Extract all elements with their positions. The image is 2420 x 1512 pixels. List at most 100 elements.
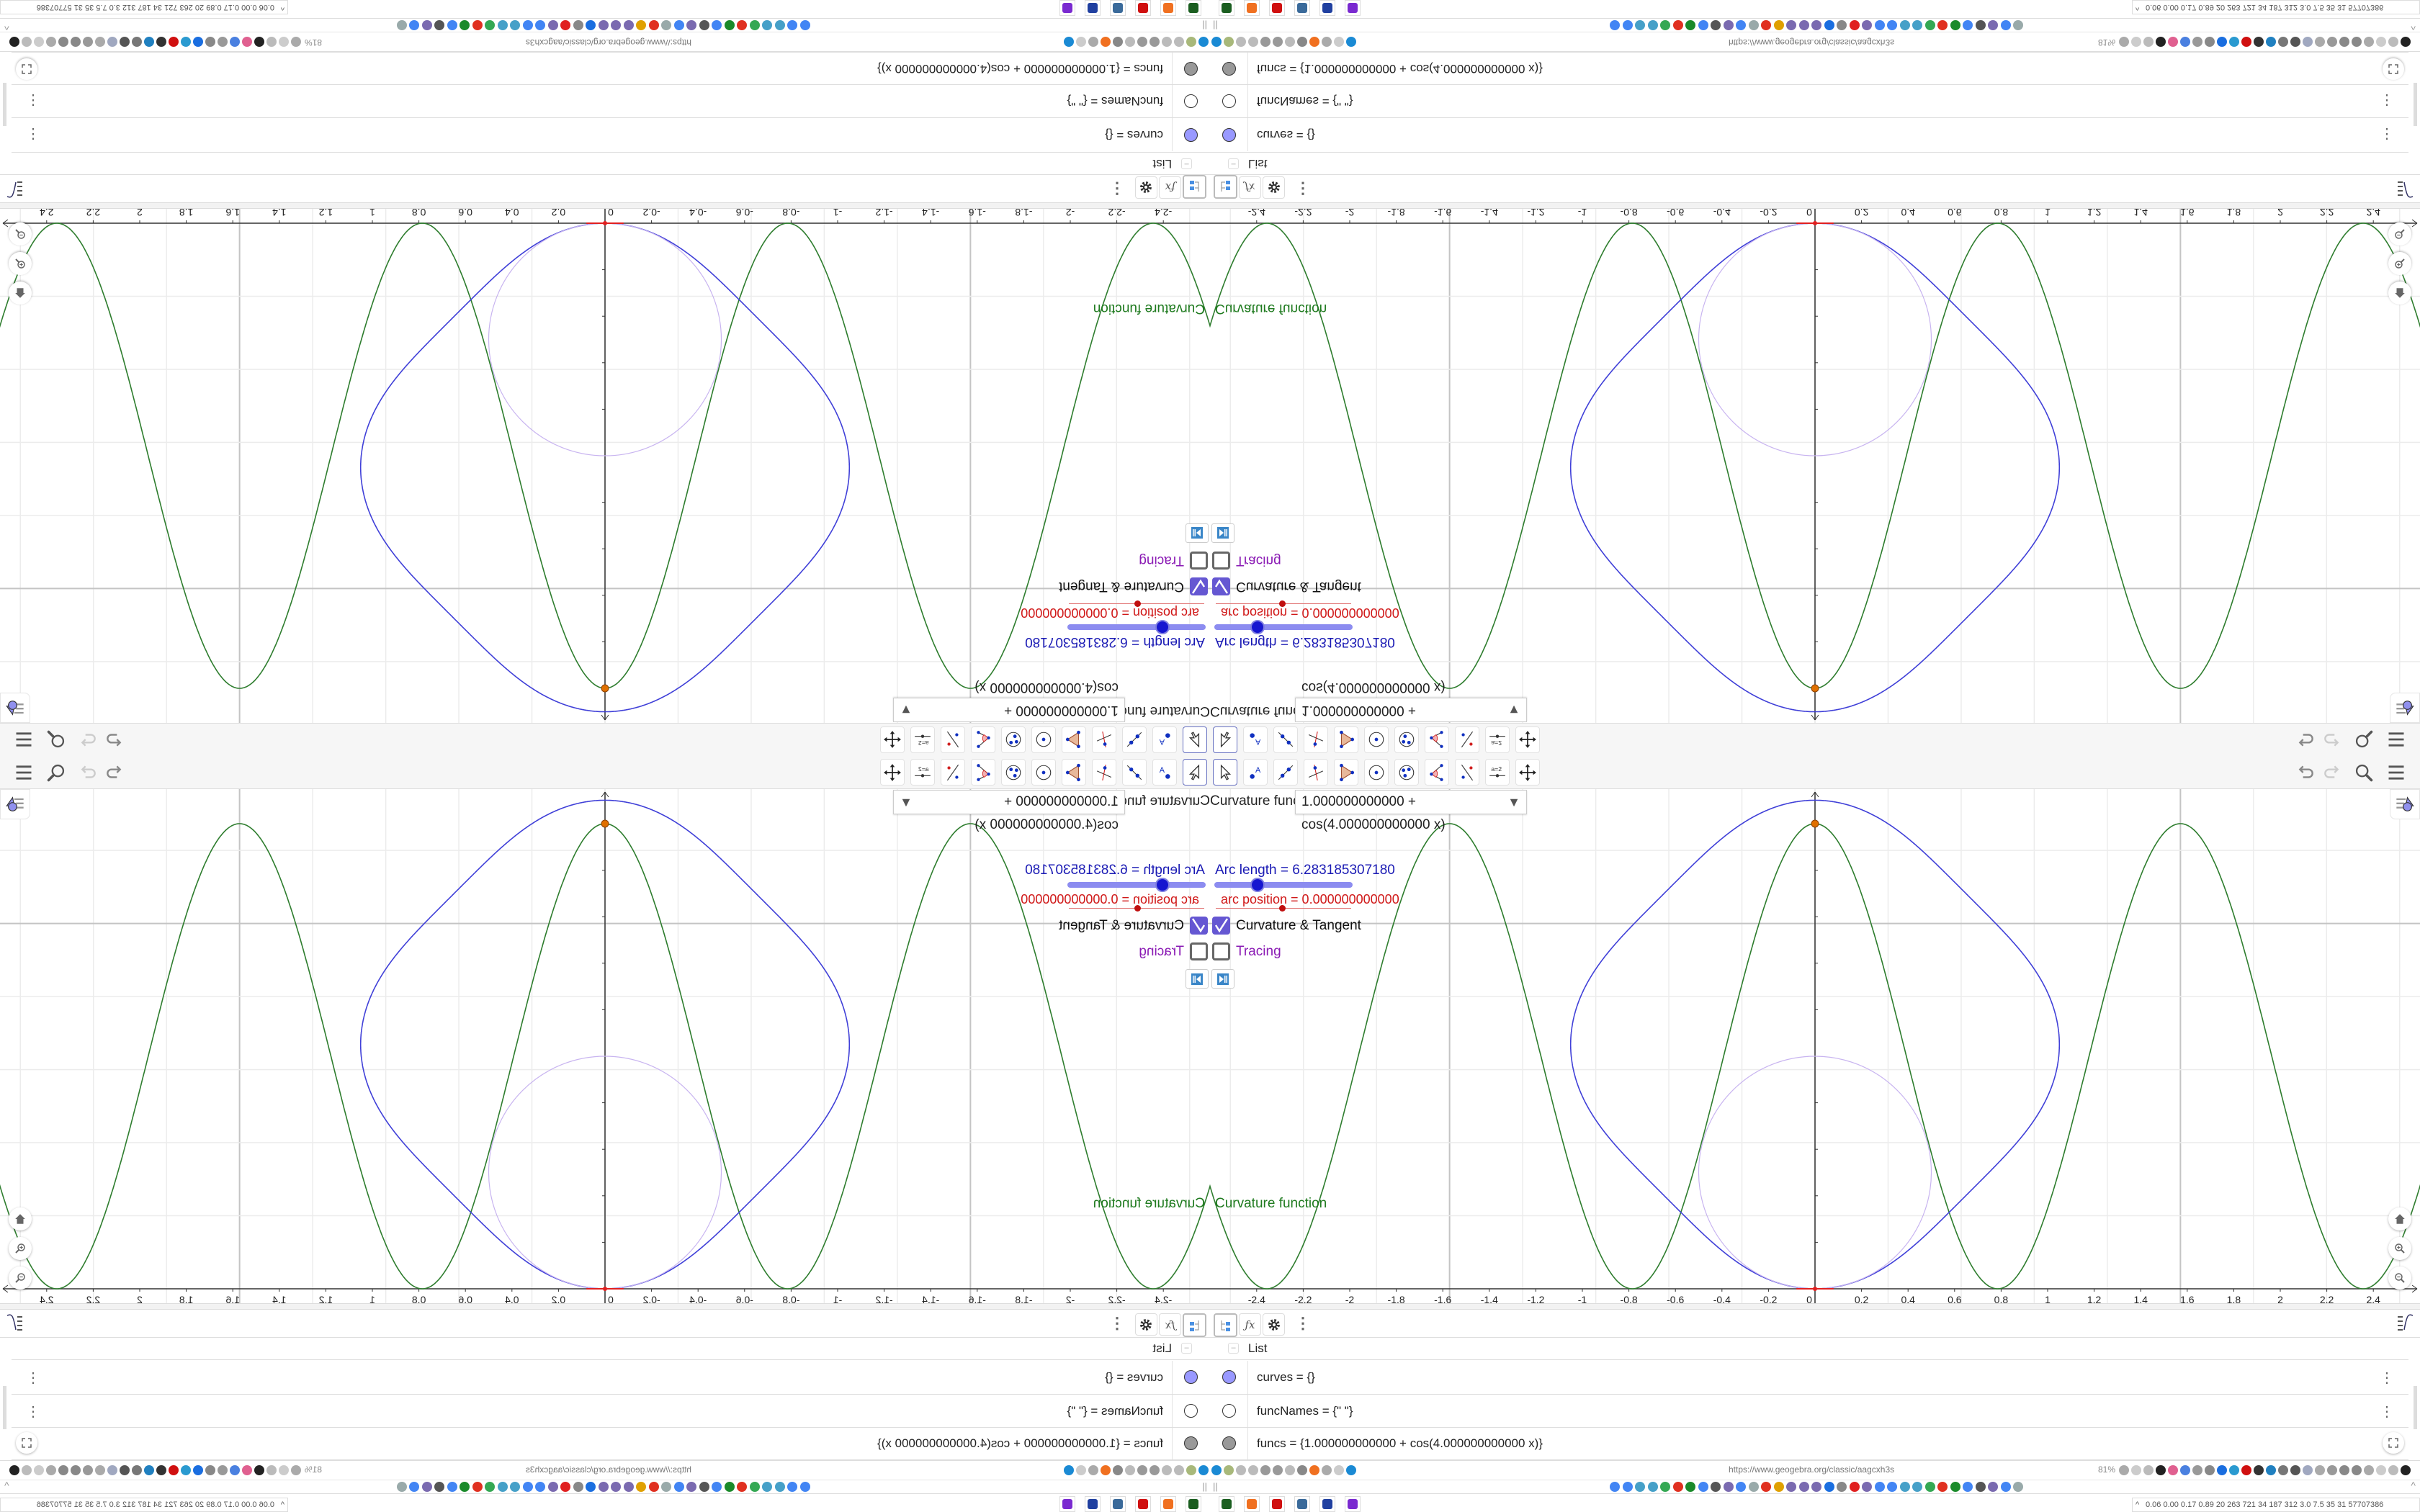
- bookmark-icon[interactable]: [1988, 1482, 1998, 1492]
- more-options-kebab-icon[interactable]: ⋮: [1295, 180, 1311, 198]
- fullscreen-button[interactable]: [2383, 58, 2404, 80]
- fullscreen-button[interactable]: [16, 58, 37, 80]
- browser-toolbar-icon[interactable]: [1198, 1465, 1209, 1475]
- bookmark-icon[interactable]: [1837, 1482, 1847, 1492]
- circle-three-points-tool-button[interactable]: [1001, 726, 1026, 753]
- polygon-tool-button[interactable]: [1334, 759, 1358, 786]
- bookmark-icon[interactable]: [762, 20, 773, 30]
- browser-toolbar-icon[interactable]: [1309, 37, 1319, 47]
- visibility-toggle[interactable]: [1222, 1370, 1236, 1384]
- extension-icon[interactable]: [2254, 1465, 2264, 1475]
- collapse-icon[interactable]: –: [1181, 1343, 1192, 1354]
- line-tool-button[interactable]: [1122, 726, 1147, 753]
- move-tool-button[interactable]: [1213, 726, 1237, 753]
- sort-tree-button[interactable]: [1183, 175, 1206, 199]
- extension-icon[interactable]: [83, 37, 93, 47]
- list-group-header[interactable]: – List: [1210, 152, 2408, 174]
- undo-button[interactable]: [2294, 727, 2318, 752]
- extension-icon[interactable]: [2315, 1465, 2325, 1475]
- dropdown-triangle-icon[interactable]: ▼: [900, 703, 913, 717]
- bookmark-icon[interactable]: [599, 20, 609, 30]
- visibility-toggle[interactable]: [1222, 1404, 1236, 1418]
- bookmark-icon[interactable]: [1610, 20, 1620, 30]
- bookmark-icon[interactable]: [510, 1482, 521, 1492]
- browser-toolbar-icon[interactable]: [1236, 1465, 1246, 1475]
- bookmark-icon[interactable]: [1622, 20, 1633, 30]
- extension-icon[interactable]: [107, 37, 117, 47]
- sort-tree-button[interactable]: [1214, 1313, 1237, 1337]
- play-pause-button[interactable]: [1186, 969, 1209, 989]
- bookmark-icon[interactable]: [674, 1482, 684, 1492]
- bookmark-icon[interactable]: [460, 1482, 470, 1492]
- perpendicular-line-tool-button[interactable]: [1304, 726, 1328, 753]
- extension-icon[interactable]: [254, 1465, 264, 1475]
- bookmark-icon[interactable]: [586, 20, 596, 30]
- bookmark-icon[interactable]: [1711, 20, 1721, 30]
- extension-icon[interactable]: [2352, 37, 2362, 47]
- arc-length-slider[interactable]: [1067, 878, 1206, 892]
- bookmark-icon[interactable]: [1975, 1482, 1986, 1492]
- bookmark-icon[interactable]: [1635, 20, 1645, 30]
- undo-button[interactable]: [2294, 760, 2318, 785]
- visibility-toggle[interactable]: [1184, 1370, 1198, 1384]
- search-button[interactable]: [44, 760, 68, 785]
- search-button[interactable]: [2352, 760, 2376, 785]
- url-text[interactable]: https://www.geogebra.org/classic/aagcxh3…: [525, 37, 691, 48]
- visibility-toggle[interactable]: [1222, 94, 1236, 108]
- bookmark-icon[interactable]: [1610, 1482, 1620, 1492]
- polygon-tool-button[interactable]: [1062, 726, 1086, 753]
- bookmark-icon[interactable]: [661, 1482, 672, 1492]
- extension-icon[interactable]: [230, 37, 240, 47]
- terminal-icon[interactable]: [1186, 0, 1201, 16]
- zoom-out-button[interactable]: [2388, 222, 2411, 246]
- bookmark-icon[interactable]: [1672, 20, 1683, 30]
- bookmark-icon[interactable]: [1748, 1482, 1759, 1492]
- settings-icon[interactable]: [1135, 1496, 1151, 1512]
- browser-toolbar-icon[interactable]: [1064, 37, 1074, 47]
- bookmark-icon[interactable]: [1685, 20, 1695, 30]
- browser-toolbar-icon[interactable]: [1113, 1465, 1123, 1475]
- reflect-tool-button[interactable]: [1455, 759, 1479, 786]
- algebra-row-text[interactable]: funcs = {1.000000000000 + cos(4.00000000…: [877, 1436, 1163, 1450]
- extension-icon[interactable]: [2303, 37, 2313, 47]
- row-menu-kebab-icon[interactable]: ⋮: [26, 1370, 40, 1386]
- more-options-kebab-icon[interactable]: ⋮: [1109, 180, 1125, 198]
- bookmark-icon[interactable]: [1950, 1482, 1960, 1492]
- bookmark-icon[interactable]: [1635, 1482, 1645, 1492]
- browser-toolbar-icon[interactable]: [1346, 37, 1356, 47]
- extension-icon[interactable]: [95, 1465, 105, 1475]
- bookmark-icon[interactable]: [1811, 20, 1821, 30]
- zoom-in-button[interactable]: [2388, 252, 2411, 275]
- collapse-icon[interactable]: –: [1228, 1343, 1239, 1354]
- extension-icon[interactable]: [279, 37, 289, 47]
- bookmark-icon[interactable]: [548, 1482, 558, 1492]
- browser-toolbar-icon[interactable]: [1248, 37, 1258, 47]
- extension-icon[interactable]: [291, 37, 301, 47]
- bookmark-icon[interactable]: [434, 1482, 445, 1492]
- extension-icon[interactable]: [2205, 1465, 2215, 1475]
- view-divider[interactable]: [0, 202, 1210, 209]
- extension-icon[interactable]: [2327, 1465, 2337, 1475]
- extension-icon[interactable]: [2143, 1465, 2154, 1475]
- bookmark-icon[interactable]: [1660, 20, 1670, 30]
- move-graphics-view-tool-button[interactable]: [880, 726, 905, 753]
- browser-toolbar-icon[interactable]: [1101, 1465, 1111, 1475]
- chat-app-icon[interactable]: [1345, 1496, 1361, 1512]
- angle-tool-button[interactable]: [971, 759, 995, 786]
- bookmark-icon[interactable]: [485, 20, 496, 30]
- extension-icon[interactable]: [34, 1465, 44, 1475]
- polygon-tool-button[interactable]: [1334, 726, 1358, 753]
- bookmark-icon[interactable]: [624, 1482, 634, 1492]
- algebra-settings-button[interactable]: [1263, 176, 1285, 199]
- bookmark-icon[interactable]: [586, 1482, 596, 1492]
- row-menu-kebab-icon[interactable]: ⋮: [2380, 92, 2394, 108]
- graphics-style-bar-button[interactable]: [0, 789, 30, 819]
- circle-center-tool-button[interactable]: [1031, 759, 1056, 786]
- bookmark-icon[interactable]: [498, 20, 508, 30]
- bookmark-icon[interactable]: [1685, 1482, 1695, 1492]
- main-menu-button[interactable]: [2384, 727, 2408, 752]
- algebra-view-icon[interactable]: [2397, 1314, 2414, 1336]
- firefox-icon[interactable]: [1160, 1496, 1176, 1512]
- curvature-function-input[interactable]: 1.000000000000 + cos(4.000000000000 x) ▼: [1295, 680, 1527, 722]
- tracing-checkbox[interactable]: [1212, 942, 1230, 960]
